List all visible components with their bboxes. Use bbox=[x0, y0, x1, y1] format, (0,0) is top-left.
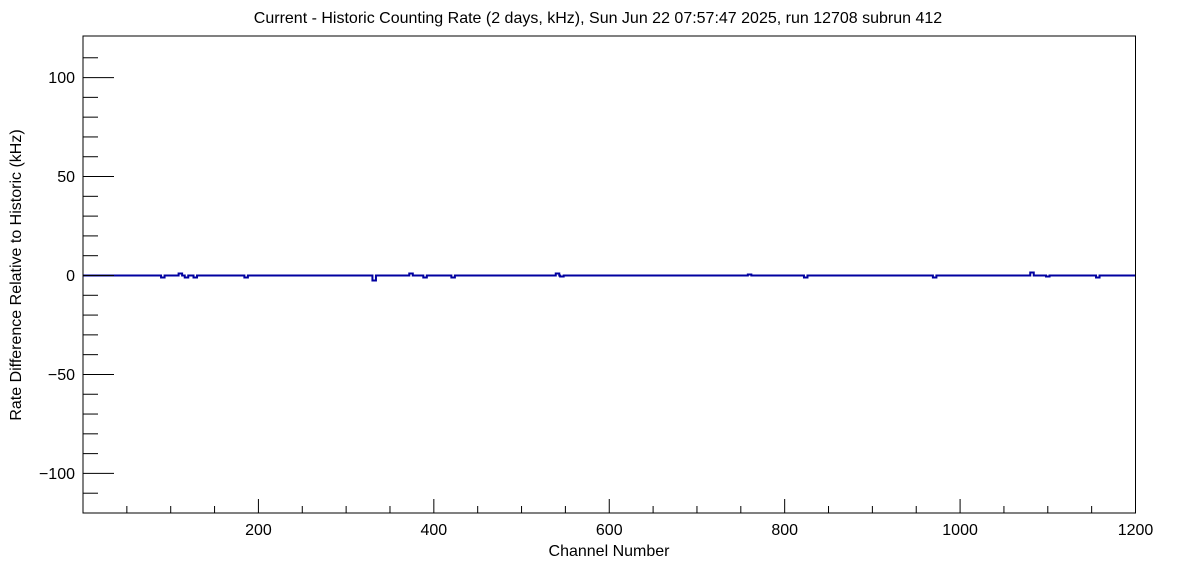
y-tick-label: −100 bbox=[39, 466, 75, 483]
x-axis-title: Channel Number bbox=[549, 543, 671, 560]
data-series-line bbox=[83, 271, 1136, 282]
chart-title: Current - Historic Counting Rate (2 days… bbox=[254, 10, 943, 27]
x-tick-label: 1000 bbox=[942, 522, 978, 539]
axis-ticks bbox=[83, 57, 1136, 513]
x-tick-label: 800 bbox=[771, 522, 798, 539]
x-tick-label: 600 bbox=[596, 522, 623, 539]
x-tick-label: 400 bbox=[420, 522, 447, 539]
y-tick-label: 0 bbox=[66, 268, 75, 285]
y-tick-label: 50 bbox=[57, 169, 75, 186]
axis-tick-labels: 200 400 600 800 1000 1200 100 50 0 −50 −100 bbox=[39, 70, 1153, 539]
y-tick-label: −50 bbox=[48, 367, 75, 384]
x-tick-label: 200 bbox=[245, 522, 272, 539]
x-tick-label: 1200 bbox=[1118, 522, 1154, 539]
y-tick-label: 100 bbox=[48, 70, 75, 87]
y-axis-title: Rate Difference Relative to Historic (kH… bbox=[8, 129, 25, 420]
